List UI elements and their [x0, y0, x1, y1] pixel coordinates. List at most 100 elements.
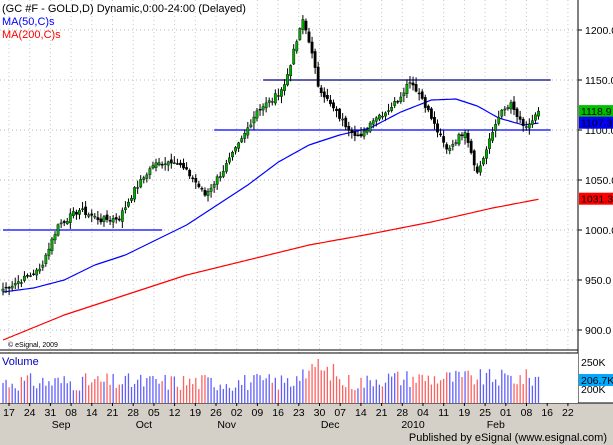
candle-body — [179, 162, 182, 166]
candle — [390, 102, 394, 113]
y-tick-label: 1050.0 — [585, 175, 613, 187]
candle — [515, 107, 519, 123]
candle — [286, 68, 289, 87]
candle — [494, 119, 498, 138]
x-day-label: 14 — [86, 407, 98, 419]
candle-body — [356, 134, 360, 137]
x-day-label: 01 — [500, 407, 512, 419]
candle-body — [509, 102, 513, 110]
candle-body — [368, 122, 372, 132]
candle-body — [430, 108, 433, 119]
candle — [228, 152, 231, 165]
candle-body — [117, 218, 121, 221]
candle — [75, 209, 78, 220]
candle-body — [316, 66, 320, 87]
candle-body — [500, 109, 504, 117]
candle-body — [87, 214, 91, 217]
candle — [50, 236, 54, 255]
candle — [411, 76, 415, 91]
candle — [433, 111, 436, 130]
candle-body — [402, 92, 406, 97]
candle — [451, 139, 455, 151]
candle — [387, 103, 390, 115]
candles — [1, 15, 540, 296]
candle — [145, 172, 149, 183]
candle-body — [307, 31, 311, 43]
ma200-legend: MA(200,C)s — [2, 29, 61, 41]
x-month-label: Nov — [217, 419, 236, 431]
candle-body — [537, 110, 540, 117]
candle — [65, 217, 69, 225]
candle — [93, 212, 97, 220]
candle — [163, 157, 167, 171]
ma50-badge-text: 1107.3 — [581, 118, 612, 130]
candle — [221, 165, 225, 179]
candle — [280, 87, 283, 104]
candle-body — [485, 149, 488, 159]
candle — [71, 207, 75, 219]
candle-body — [277, 95, 280, 97]
candle — [237, 141, 241, 153]
candle — [466, 129, 470, 148]
candle-body — [408, 82, 412, 84]
candle-body — [47, 248, 51, 256]
x-day-label: 31 — [45, 407, 57, 419]
candle — [497, 110, 501, 126]
candle — [172, 156, 176, 165]
candle-body — [506, 107, 510, 109]
candle — [472, 149, 476, 172]
ma50-legend: MA(50,C)s — [2, 16, 55, 28]
candle-body — [304, 20, 308, 31]
candle — [243, 129, 247, 143]
candle — [521, 117, 525, 132]
candle-body — [53, 234, 57, 241]
candle — [448, 145, 452, 155]
candle — [206, 188, 210, 202]
candle — [231, 150, 234, 161]
candle — [460, 132, 464, 141]
candle — [212, 180, 216, 193]
candle — [191, 175, 195, 183]
candle — [469, 138, 473, 155]
candle-body — [362, 130, 366, 137]
candle-body — [105, 214, 109, 220]
x-day-label: 24 — [24, 407, 36, 419]
candle-body — [377, 114, 381, 120]
candle — [332, 99, 335, 112]
candle-body — [521, 118, 525, 126]
candle-body — [200, 188, 204, 190]
candle — [310, 36, 314, 59]
candle-body — [145, 174, 149, 179]
candle-body — [194, 178, 198, 183]
candle — [90, 209, 94, 223]
candle — [356, 130, 360, 137]
candle-body — [292, 48, 296, 65]
candle — [307, 27, 311, 44]
x-day-label: 19 — [459, 407, 471, 419]
candle — [68, 208, 72, 229]
candle — [218, 171, 222, 182]
candle — [530, 114, 534, 128]
ma200-line — [2, 198, 539, 341]
candle — [506, 104, 510, 111]
candle-body — [488, 138, 491, 149]
candle — [29, 272, 32, 278]
candle — [283, 79, 286, 96]
candle-body — [426, 105, 430, 111]
candle — [491, 126, 494, 144]
candle-body — [7, 287, 11, 289]
candle — [160, 161, 164, 169]
candle — [377, 113, 381, 122]
x-day-label: 25 — [479, 407, 491, 419]
last-price-badge-text: 1118.9 — [581, 106, 612, 118]
candle-body — [329, 99, 332, 105]
chart-title: (GC #F - GOLD,D) Dynamic,0:00-24:00 (Del… — [2, 3, 246, 15]
candle-body — [396, 101, 400, 103]
candle — [264, 97, 268, 113]
candle — [270, 97, 274, 106]
candle — [148, 166, 152, 180]
candle — [503, 105, 507, 116]
chart: 1200.01150.01100.01050.01000.0950.0900.0… — [0, 0, 613, 431]
candle-body — [13, 283, 17, 286]
candle-body — [335, 108, 338, 111]
